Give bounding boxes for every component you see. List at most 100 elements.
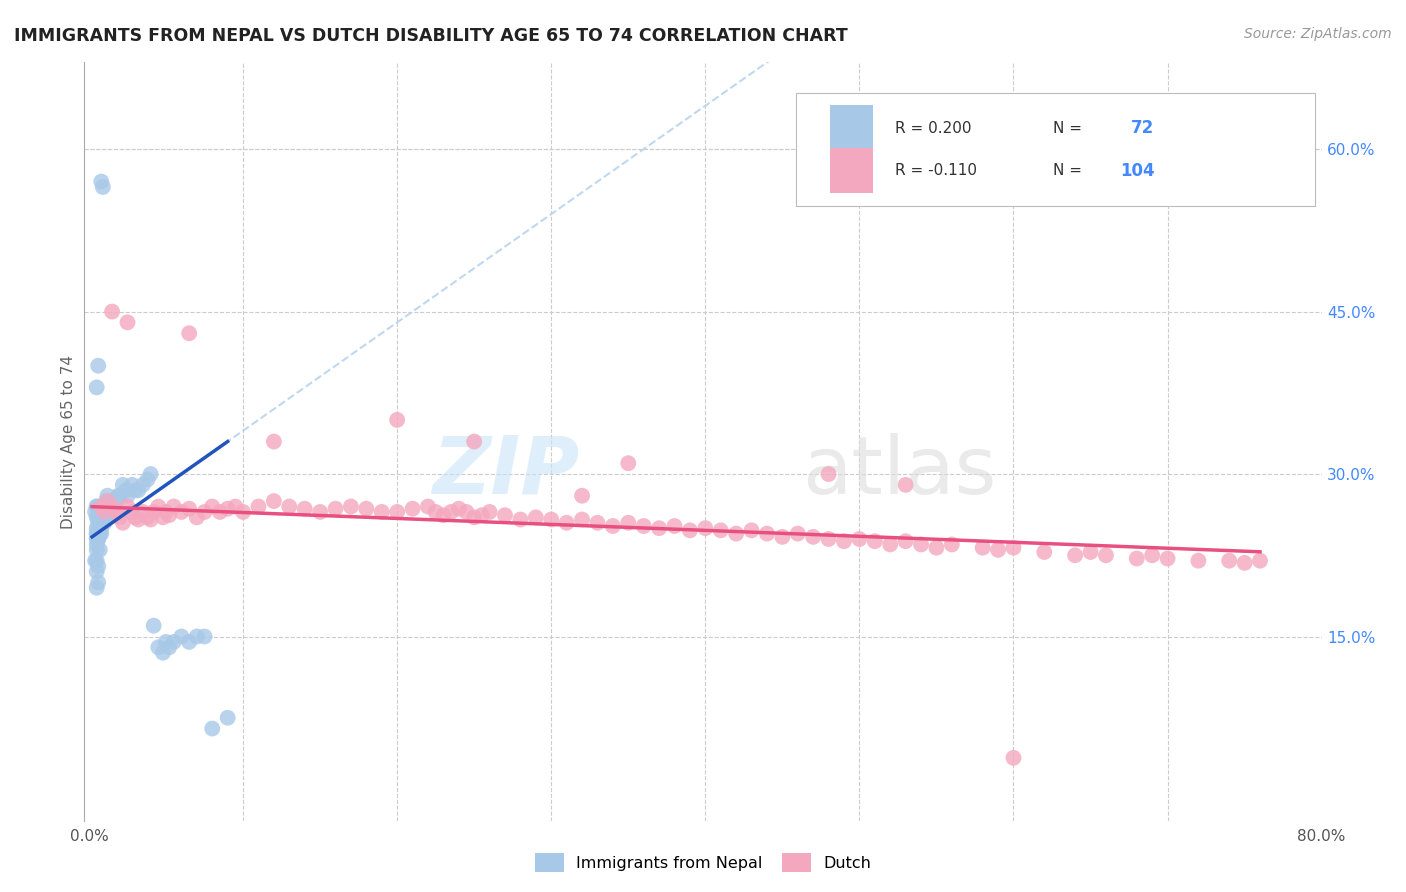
Point	[111, 478, 134, 492]
Point	[193, 630, 215, 644]
Point	[157, 640, 180, 655]
Point	[152, 510, 174, 524]
Point	[263, 494, 285, 508]
Point	[801, 530, 824, 544]
Point	[186, 510, 208, 524]
Point	[121, 478, 143, 492]
Point	[447, 501, 470, 516]
Point	[155, 635, 177, 649]
Point	[87, 532, 110, 546]
Point	[848, 532, 870, 546]
Point	[163, 635, 186, 649]
Point	[90, 500, 112, 514]
Point	[91, 500, 114, 514]
Point	[1233, 556, 1256, 570]
Point	[87, 510, 110, 524]
Point	[741, 524, 763, 538]
Point	[910, 537, 932, 551]
Point	[96, 500, 118, 514]
Point	[179, 501, 201, 516]
Point	[309, 505, 332, 519]
Point	[127, 512, 149, 526]
Point	[278, 500, 301, 514]
Point	[117, 315, 139, 329]
Point	[115, 483, 138, 498]
Point	[463, 510, 485, 524]
Point	[87, 559, 110, 574]
Point	[91, 510, 114, 524]
Point	[89, 521, 111, 535]
Point	[86, 526, 108, 541]
Legend: Immigrants from Nepal, Dutch: Immigrants from Nepal, Dutch	[530, 848, 876, 877]
Text: Source: ZipAtlas.com: Source: ZipAtlas.com	[1244, 27, 1392, 41]
Point	[90, 175, 112, 189]
Point	[86, 565, 108, 579]
Point	[105, 494, 128, 508]
Point	[425, 505, 447, 519]
Point	[602, 519, 624, 533]
Point	[101, 500, 124, 514]
Point	[152, 646, 174, 660]
Point	[93, 505, 115, 519]
Point	[710, 524, 733, 538]
Point	[416, 500, 439, 514]
Point	[108, 510, 131, 524]
Point	[217, 711, 239, 725]
FancyBboxPatch shape	[796, 93, 1316, 207]
Point	[633, 519, 655, 533]
Point	[385, 505, 408, 519]
Point	[96, 494, 118, 508]
Point	[786, 526, 808, 541]
Point	[356, 501, 378, 516]
Point	[107, 489, 129, 503]
Point	[179, 326, 201, 341]
Point	[86, 510, 108, 524]
Point	[93, 516, 115, 530]
Point	[224, 500, 246, 514]
Point	[456, 505, 478, 519]
Point	[136, 473, 159, 487]
Point	[132, 478, 155, 492]
Point	[86, 380, 108, 394]
Point	[1002, 541, 1025, 555]
Point	[617, 456, 640, 470]
Point	[401, 501, 423, 516]
Point	[371, 505, 394, 519]
Point	[524, 510, 547, 524]
Point	[1064, 548, 1087, 563]
Point	[104, 500, 127, 514]
Point	[86, 521, 108, 535]
Point	[193, 505, 215, 519]
Text: R = 0.200: R = 0.200	[894, 121, 972, 136]
Point	[494, 508, 516, 523]
Point	[87, 575, 110, 590]
Point	[142, 618, 165, 632]
Point	[263, 434, 285, 449]
Point	[440, 505, 463, 519]
Text: N =: N =	[1053, 121, 1087, 136]
Point	[817, 532, 839, 546]
Point	[1249, 554, 1271, 568]
Point	[201, 500, 224, 514]
Text: N =: N =	[1053, 163, 1087, 178]
Point	[124, 483, 146, 498]
Point	[294, 501, 316, 516]
Point	[555, 516, 578, 530]
Point	[725, 526, 748, 541]
Point	[247, 500, 270, 514]
Point	[1140, 548, 1163, 563]
Point	[478, 505, 501, 519]
Point	[101, 304, 124, 318]
Point	[103, 494, 125, 508]
Point	[586, 516, 609, 530]
Point	[84, 505, 107, 519]
Text: R = -0.110: R = -0.110	[894, 163, 977, 178]
Point	[1218, 554, 1240, 568]
Point	[100, 505, 122, 519]
Point	[139, 512, 162, 526]
Y-axis label: Disability Age 65 to 74: Disability Age 65 to 74	[60, 354, 76, 529]
Point	[142, 505, 165, 519]
Point	[155, 505, 177, 519]
Point	[1002, 751, 1025, 765]
Point	[894, 534, 917, 549]
